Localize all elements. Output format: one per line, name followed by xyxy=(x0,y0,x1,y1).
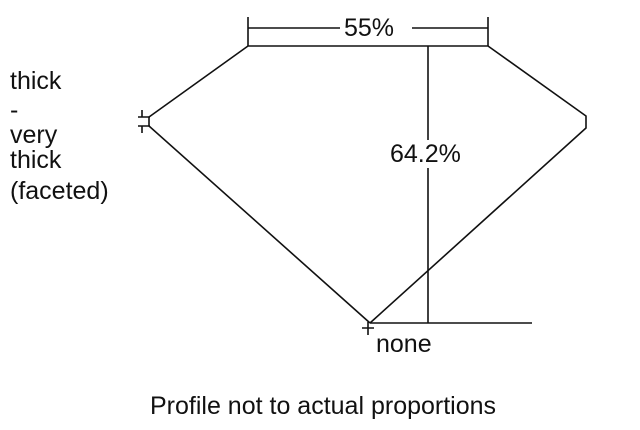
gem-outline xyxy=(148,45,587,324)
caption: Profile not to actual proportions xyxy=(150,392,497,420)
girdle-label: thick - very thick (faceted) xyxy=(10,67,109,206)
girdle-label-line: thick xyxy=(10,146,62,174)
depth-percentage: 64.2% xyxy=(390,140,461,168)
culet-label: none xyxy=(376,330,432,358)
girdle-label-line: very xyxy=(10,121,58,149)
girdle-label-line: - xyxy=(10,96,19,124)
girdle-label-line: thick xyxy=(10,67,62,95)
girdle-label-line: (faceted) xyxy=(10,177,109,205)
girdle-marker xyxy=(138,110,150,133)
table-percentage: 55% xyxy=(344,14,395,42)
culet-marker xyxy=(362,322,374,335)
